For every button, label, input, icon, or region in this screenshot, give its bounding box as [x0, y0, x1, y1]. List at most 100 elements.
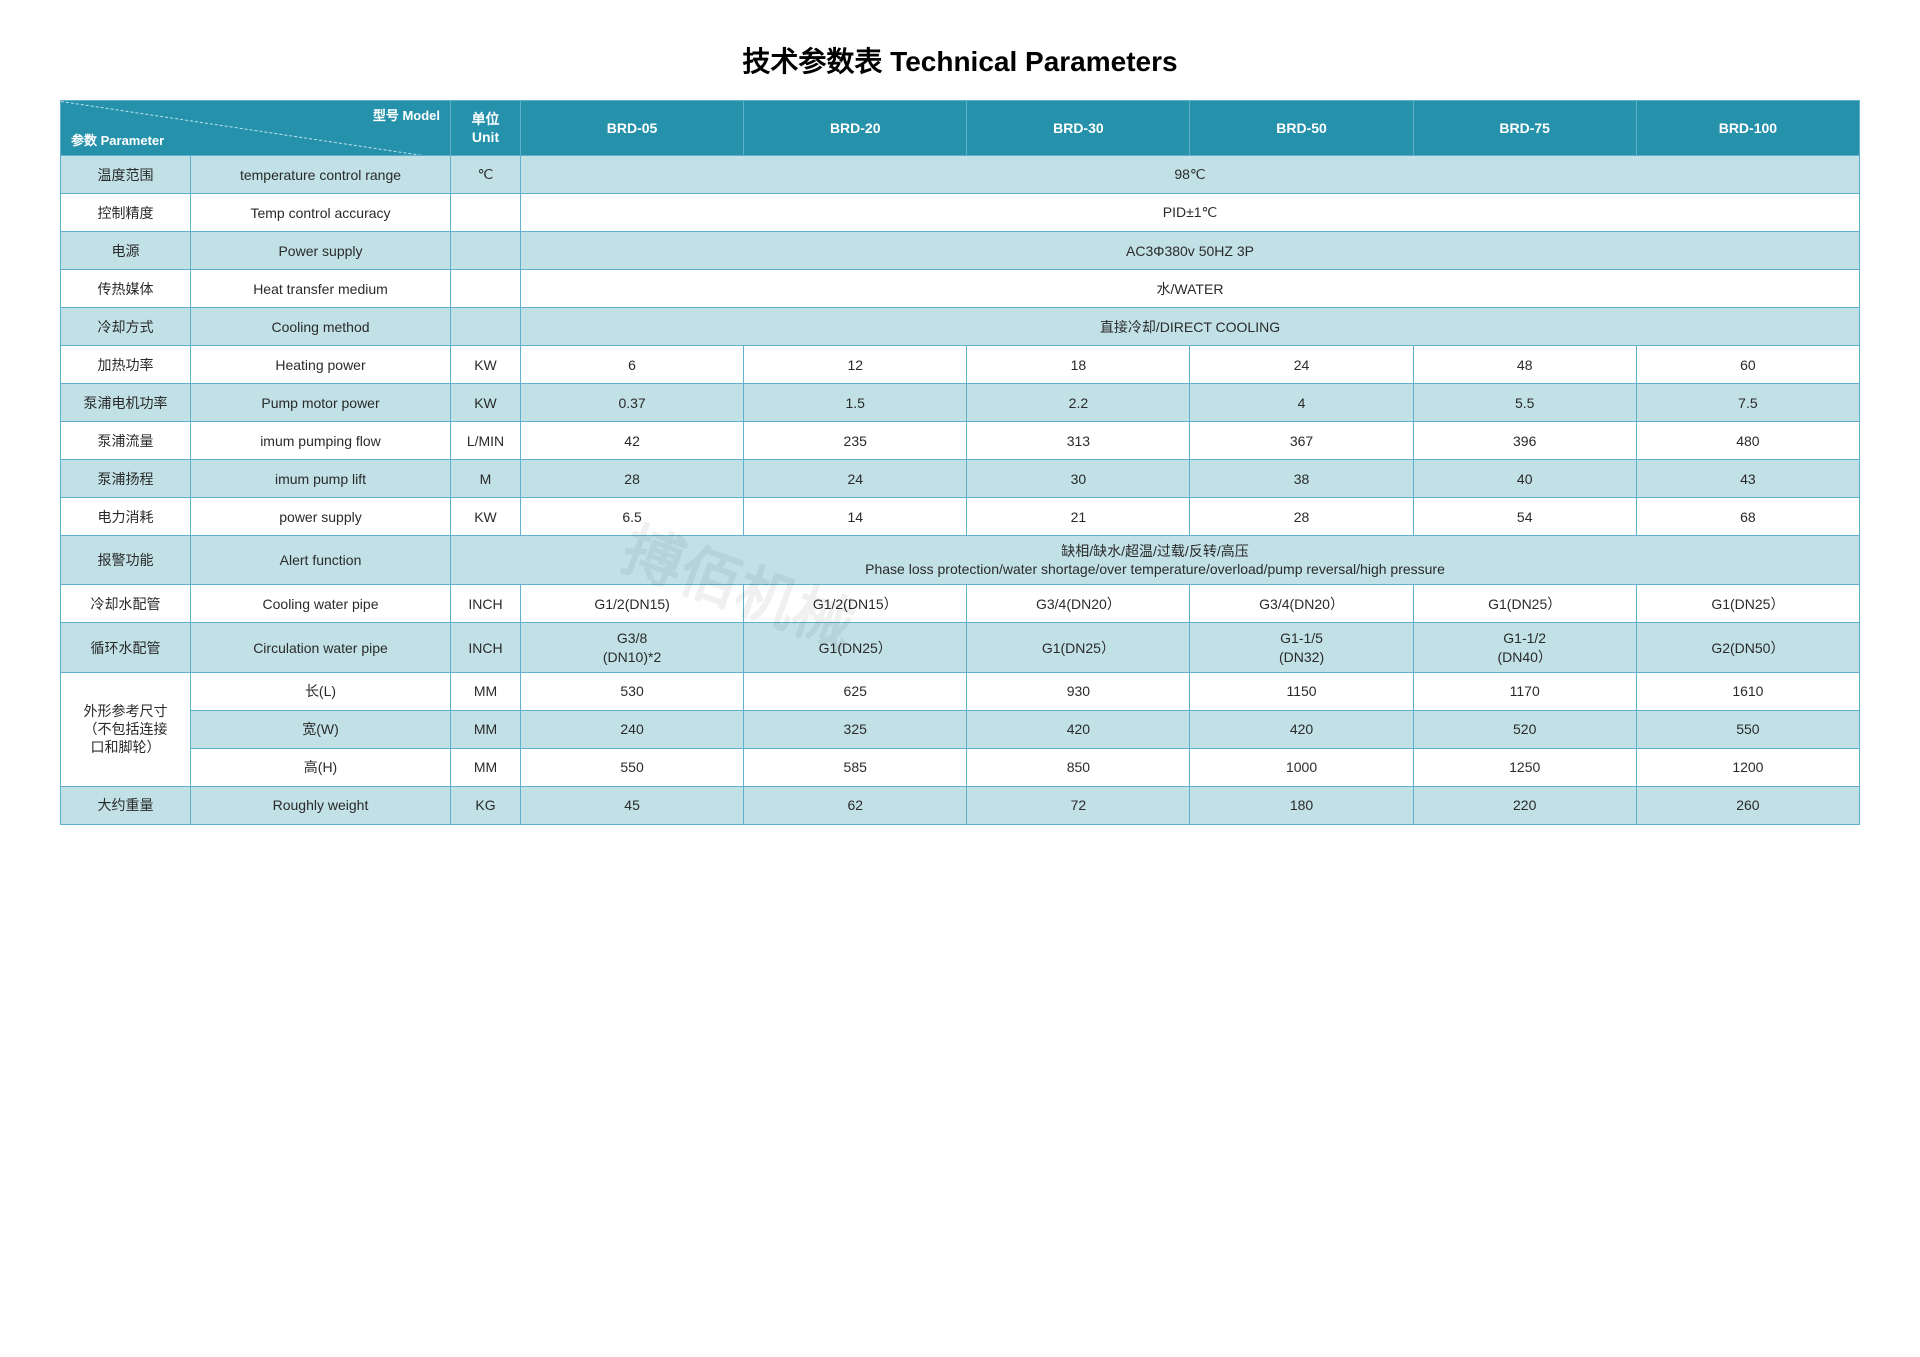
- param-cn: 循环水配管: [61, 623, 191, 672]
- val-1: 12: [744, 346, 967, 384]
- span-value: AC3Φ380v 50HZ 3P: [521, 232, 1860, 270]
- val-0: 6.5: [521, 498, 744, 536]
- param-en: Heating power: [191, 346, 451, 384]
- row-heating: 加热功率 Heating power KW 6 12 18 24 48 60: [61, 346, 1860, 384]
- val-3: G3/4(DN20）: [1190, 585, 1413, 623]
- param-en: 高(H): [191, 748, 451, 786]
- param-cn: 泵浦扬程: [61, 460, 191, 498]
- val-3: 420: [1190, 710, 1413, 748]
- val-0: G3/8 (DN10)*2: [521, 623, 744, 672]
- row-cooling: 冷却方式 Cooling method 直接冷却/DIRECT COOLING: [61, 308, 1860, 346]
- val-0: 550: [521, 748, 744, 786]
- param-cn: 电力消耗: [61, 498, 191, 536]
- val-4: 220: [1413, 786, 1636, 824]
- val-1: 325: [744, 710, 967, 748]
- param-cn: 传热媒体: [61, 270, 191, 308]
- unit: MM: [451, 748, 521, 786]
- alert-line1: 缺相/缺水/超温/过载/反转/高压: [1061, 543, 1248, 559]
- dim-label-2: （不包括连接: [84, 721, 168, 737]
- val-0: 6: [521, 346, 744, 384]
- val-1: 235: [744, 422, 967, 460]
- val-2: 420: [967, 710, 1190, 748]
- unit: KW: [451, 498, 521, 536]
- val-5: 260: [1636, 786, 1859, 824]
- model-col-5: BRD-100: [1636, 101, 1859, 156]
- val-1: 585: [744, 748, 967, 786]
- val-0: 0.37: [521, 384, 744, 422]
- span-value: 水/WATER: [521, 270, 1860, 308]
- alert-line2: Phase loss protection/water shortage/ove…: [865, 561, 1445, 577]
- model-col-0: BRD-05: [521, 101, 744, 156]
- span-value: 98℃: [521, 156, 1860, 194]
- unit: M: [451, 460, 521, 498]
- val-3: 1150: [1190, 672, 1413, 710]
- span-value: 直接冷却/DIRECT COOLING: [521, 308, 1860, 346]
- row-pump-motor: 泵浦电机功率 Pump motor power KW 0.37 1.5 2.2 …: [61, 384, 1860, 422]
- row-weight: 大约重量 Roughly weight KG 45 62 72 180 220 …: [61, 786, 1860, 824]
- val-3: 4: [1190, 384, 1413, 422]
- val-2: 850: [967, 748, 1190, 786]
- page-title: 技术参数表 Technical Parameters: [60, 40, 1860, 80]
- val-2: G3/4(DN20）: [967, 585, 1190, 623]
- val-1: 62: [744, 786, 967, 824]
- unit: MM: [451, 672, 521, 710]
- val-2: 18: [967, 346, 1190, 384]
- dim-label-1: 外形参考尺寸: [84, 703, 168, 719]
- unit: MM: [451, 710, 521, 748]
- param-en: Circulation water pipe: [191, 623, 451, 672]
- table-container: 搏佰机械 型号 Model 参数 Parameter 单位 Unit BRD-0…: [60, 100, 1860, 825]
- param-en: Roughly weight: [191, 786, 451, 824]
- model-col-2: BRD-30: [967, 101, 1190, 156]
- model-col-1: BRD-20: [744, 101, 967, 156]
- param-cn: 加热功率: [61, 346, 191, 384]
- unit: KW: [451, 346, 521, 384]
- unit: INCH: [451, 585, 521, 623]
- span-value: PID±1℃: [521, 194, 1860, 232]
- param-en: Alert function: [191, 536, 451, 585]
- unit: L/MIN: [451, 422, 521, 460]
- val-3: G1-1/5 (DN32): [1190, 623, 1413, 672]
- val-4: 396: [1413, 422, 1636, 460]
- param-cn: 报警功能: [61, 536, 191, 585]
- val-4: 40: [1413, 460, 1636, 498]
- val-4: 54: [1413, 498, 1636, 536]
- val-0: 42: [521, 422, 744, 460]
- val-3: 38: [1190, 460, 1413, 498]
- val-0: 28: [521, 460, 744, 498]
- val-2: 72: [967, 786, 1190, 824]
- val-5: 1610: [1636, 672, 1859, 710]
- param-cn: 泵浦电机功率: [61, 384, 191, 422]
- parameters-table: 型号 Model 参数 Parameter 单位 Unit BRD-05 BRD…: [60, 100, 1860, 825]
- param-en: Cooling method: [191, 308, 451, 346]
- val-2: 313: [967, 422, 1190, 460]
- row-pump-flow: 泵浦流量 imum pumping flow L/MIN 42 235 313 …: [61, 422, 1860, 460]
- val-4: 1170: [1413, 672, 1636, 710]
- param-en: 宽(W): [191, 710, 451, 748]
- val-1: 1.5: [744, 384, 967, 422]
- unit: KG: [451, 786, 521, 824]
- param-cn: 电源: [61, 232, 191, 270]
- param-cn: 温度范围: [61, 156, 191, 194]
- row-power-consumption: 电力消耗 power supply KW 6.5 14 21 28 54 68: [61, 498, 1860, 536]
- param-cn: 冷却水配管: [61, 585, 191, 623]
- param-en: imum pumping flow: [191, 422, 451, 460]
- val-4: G1-1/2 (DN40）: [1413, 623, 1636, 672]
- val-4: G1(DN25）: [1413, 585, 1636, 623]
- header-param-label: 参数 Parameter: [71, 130, 164, 149]
- val-3: 24: [1190, 346, 1413, 384]
- val-3: 367: [1190, 422, 1413, 460]
- val-3: 180: [1190, 786, 1413, 824]
- param-en: Power supply: [191, 232, 451, 270]
- val-0: 45: [521, 786, 744, 824]
- val-4: 520: [1413, 710, 1636, 748]
- val-2: 21: [967, 498, 1190, 536]
- val-4: 5.5: [1413, 384, 1636, 422]
- header-diagonal-cell: 型号 Model 参数 Parameter: [61, 101, 451, 156]
- unit: [451, 308, 521, 346]
- val-2: 2.2: [967, 384, 1190, 422]
- row-accuracy: 控制精度 Temp control accuracy PID±1℃: [61, 194, 1860, 232]
- row-temp-range: 温度范围 temperature control range ℃ 98℃: [61, 156, 1860, 194]
- unit-label-cn: 单位: [472, 111, 500, 127]
- table-header-row: 型号 Model 参数 Parameter 单位 Unit BRD-05 BRD…: [61, 101, 1860, 156]
- param-en: Pump motor power: [191, 384, 451, 422]
